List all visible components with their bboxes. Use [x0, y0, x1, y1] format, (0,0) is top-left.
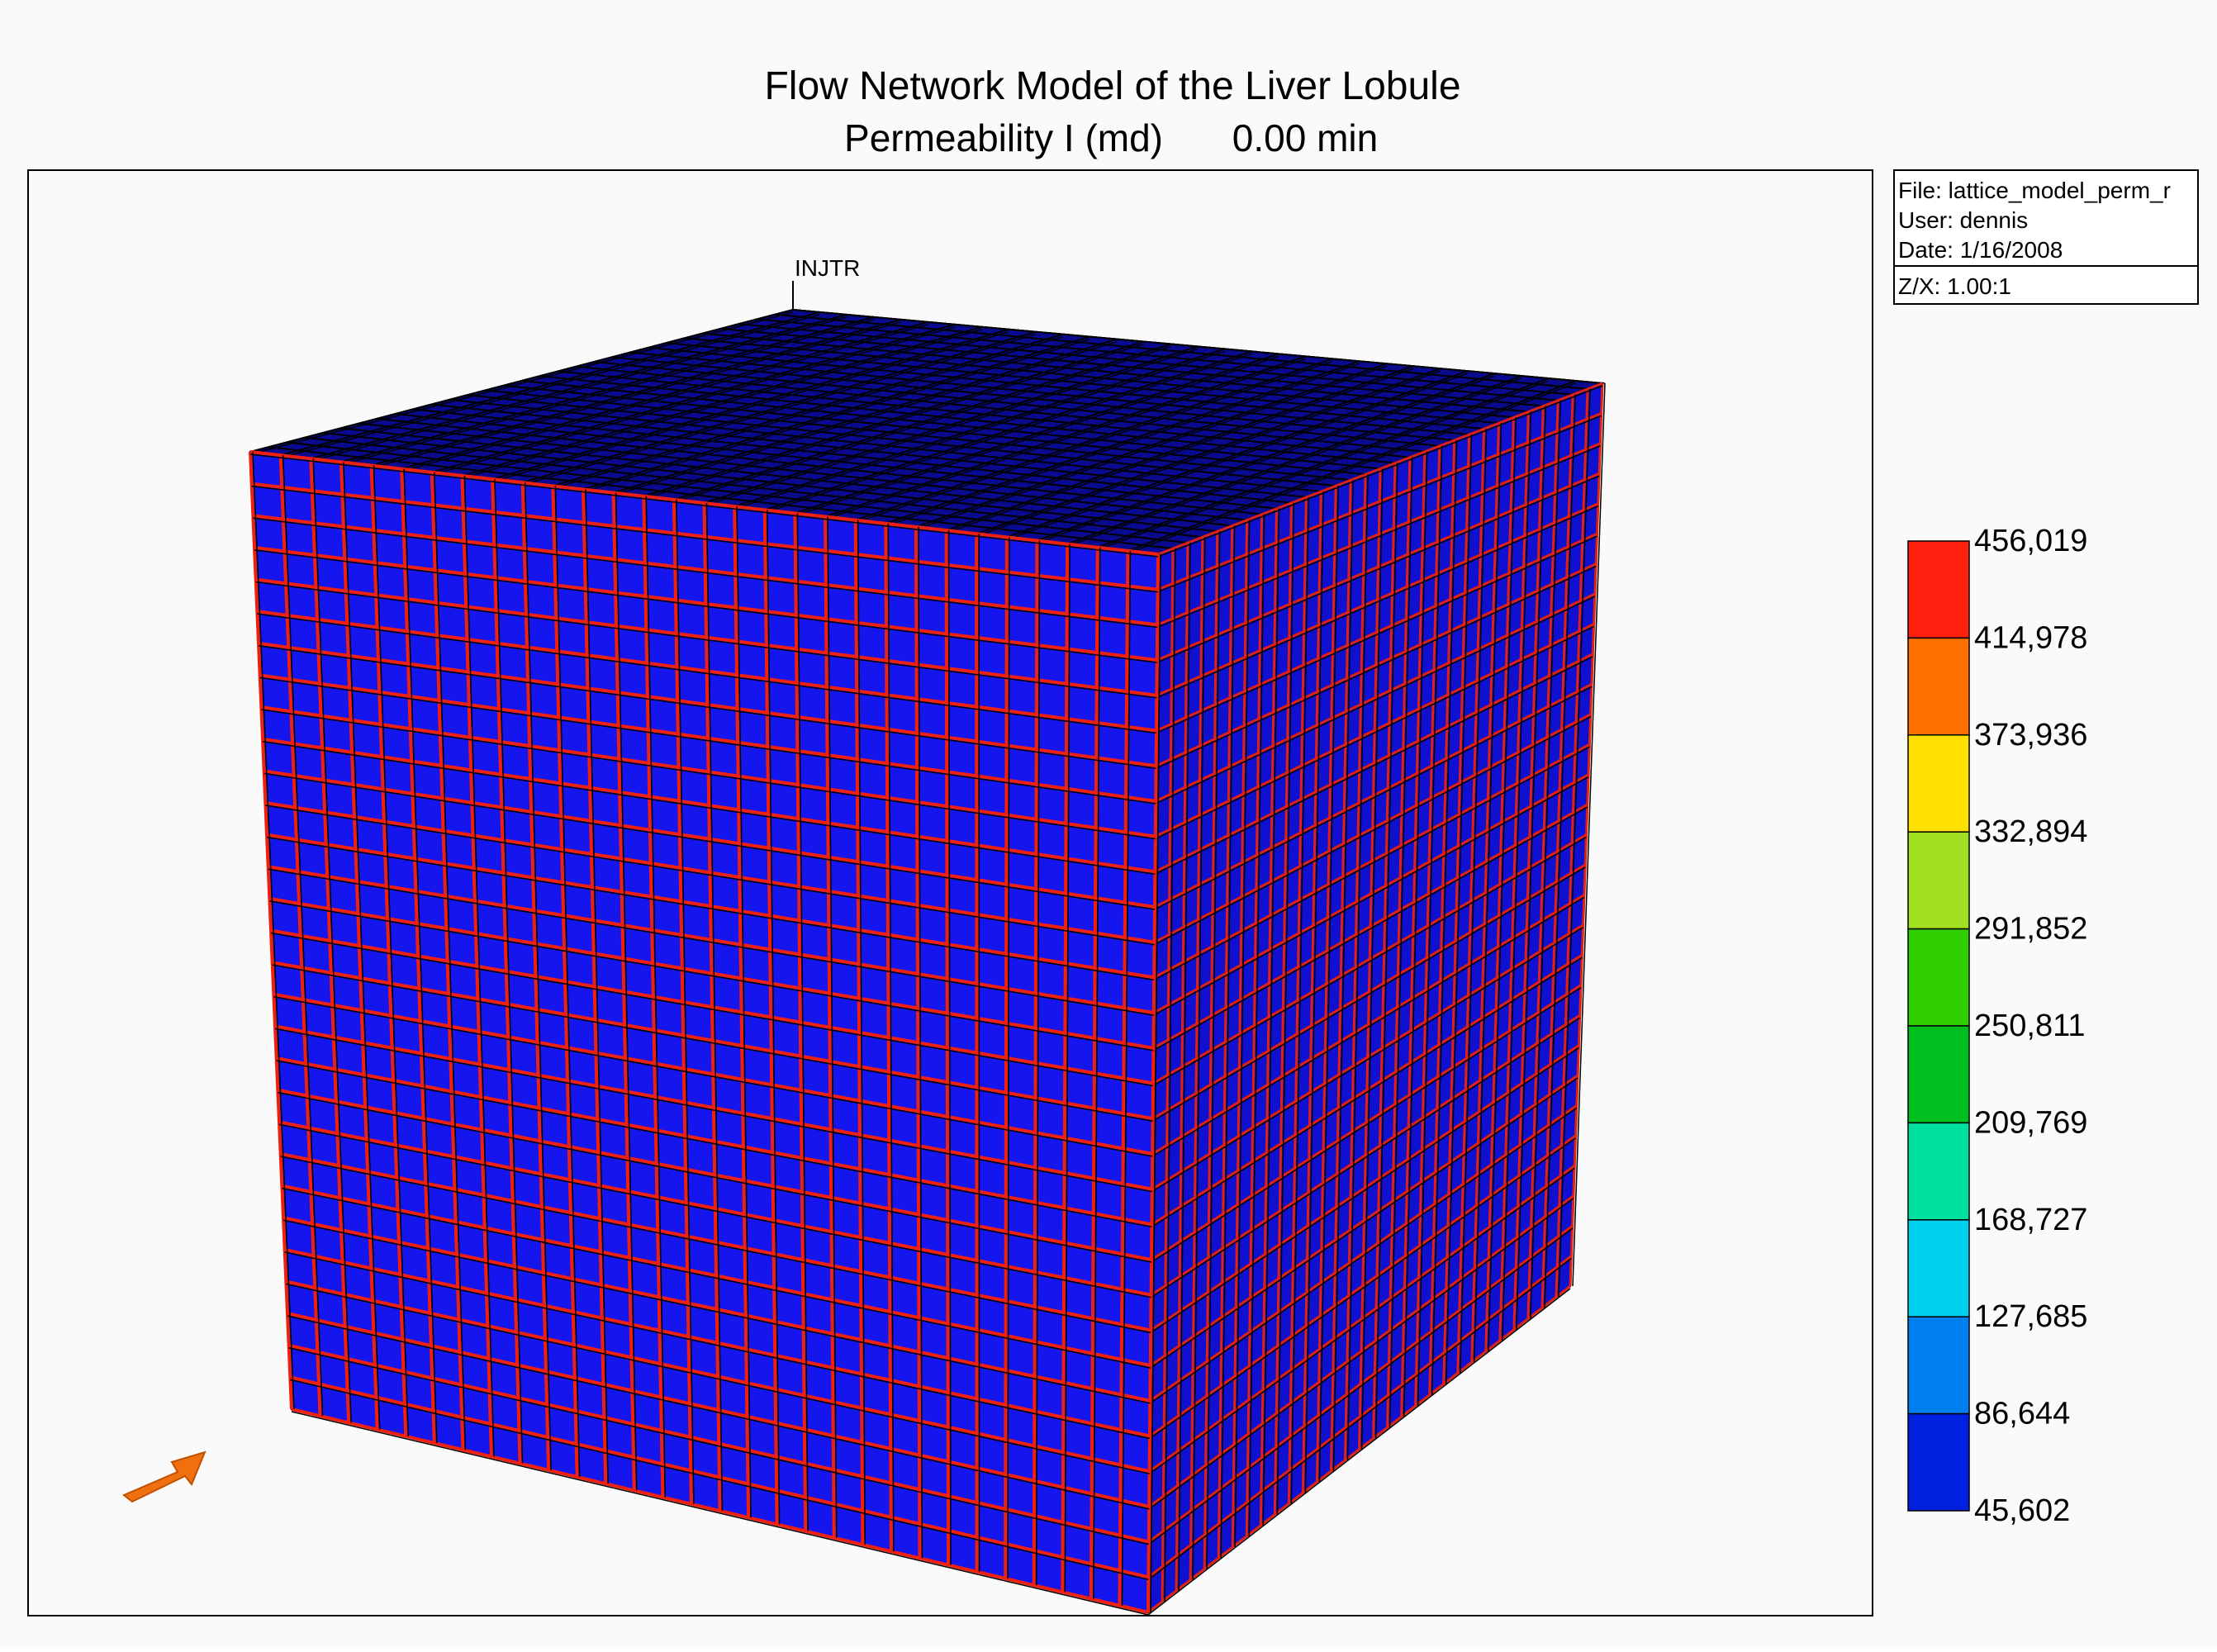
- info-box: File: lattice_model_perm_r User: dennis …: [1893, 169, 2199, 305]
- time: 0.00 min: [1232, 116, 1378, 159]
- legend-label: 250,811: [1974, 1009, 2086, 1043]
- legend-band: [1907, 1025, 1970, 1124]
- well-label: INJTR: [795, 255, 860, 281]
- legend-label: 127,685: [1974, 1299, 2087, 1334]
- info-ratio: Z/X: 1.00:1: [1898, 273, 2011, 299]
- info-date: Date: 1/16/2008: [1898, 237, 2063, 263]
- legend-label: 168,727: [1974, 1203, 2087, 1237]
- cell-edges: [249, 451, 1161, 1616]
- legend-label: 86,644: [1974, 1397, 2070, 1431]
- grid-cube: [249, 308, 1606, 1616]
- legend-band: [1907, 1219, 1970, 1317]
- legend-label: 414,978: [1974, 620, 2087, 655]
- legend-label: 456,019: [1974, 524, 2087, 558]
- legend-band: [1907, 637, 1970, 736]
- color-legend: 456,019 414,978 373,936 332,894 291,852 250,8…: [1907, 524, 2087, 1528]
- legend-label: 45,602: [1974, 1493, 2070, 1528]
- info-user: User: dennis: [1898, 207, 2028, 233]
- title: Flow Network Model of the Liver Lobule: [764, 64, 1460, 108]
- property: Permeability I (md): [844, 116, 1163, 159]
- legend-band: [1907, 1412, 1970, 1512]
- legend-label: 373,936: [1974, 718, 2087, 752]
- legend-label: 332,894: [1974, 814, 2087, 849]
- legend-label: 209,769: [1974, 1105, 2087, 1140]
- legend-band: [1907, 734, 1970, 833]
- legend-band: [1907, 831, 1970, 930]
- legend-band: [1907, 1316, 1970, 1415]
- cell-lines: [249, 450, 1160, 1614]
- orientation-arrow: [122, 1450, 207, 1503]
- legend-label: 291,852: [1974, 912, 2087, 947]
- legend-band: [1907, 928, 1970, 1027]
- info-frame: [1893, 169, 2199, 305]
- arrow-shape: [122, 1450, 207, 1503]
- legend-band: [1907, 540, 1970, 639]
- info-file: File: lattice_model_perm_r: [1898, 178, 2171, 203]
- legend-band: [1907, 1122, 1970, 1221]
- viewport-frame: [27, 169, 1873, 1616]
